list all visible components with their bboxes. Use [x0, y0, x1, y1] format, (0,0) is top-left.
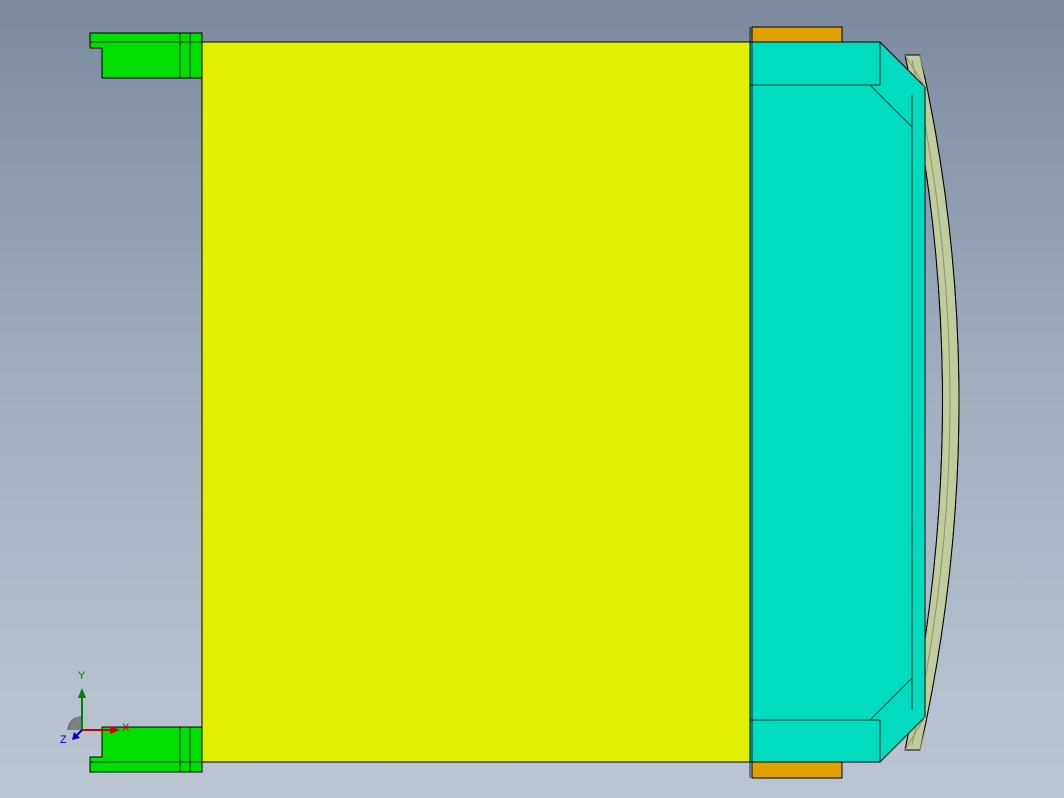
- triad-origin-icon: [68, 716, 82, 730]
- x-axis-label: X: [122, 722, 129, 734]
- cad-viewport[interactable]: Y X Z: [0, 0, 1064, 798]
- green-bracket-top: [90, 33, 202, 78]
- yellow-body: [202, 42, 750, 762]
- orange-lug-bottom: [752, 760, 842, 778]
- model-svg: [0, 0, 1064, 798]
- axis-triad[interactable]: Y X Z: [50, 668, 130, 748]
- z-axis-label: Z: [60, 734, 67, 746]
- x-axis-icon: [82, 726, 120, 734]
- cyan-cap: [745, 42, 925, 762]
- z-axis-icon: [72, 730, 82, 740]
- y-axis-label: Y: [78, 670, 85, 682]
